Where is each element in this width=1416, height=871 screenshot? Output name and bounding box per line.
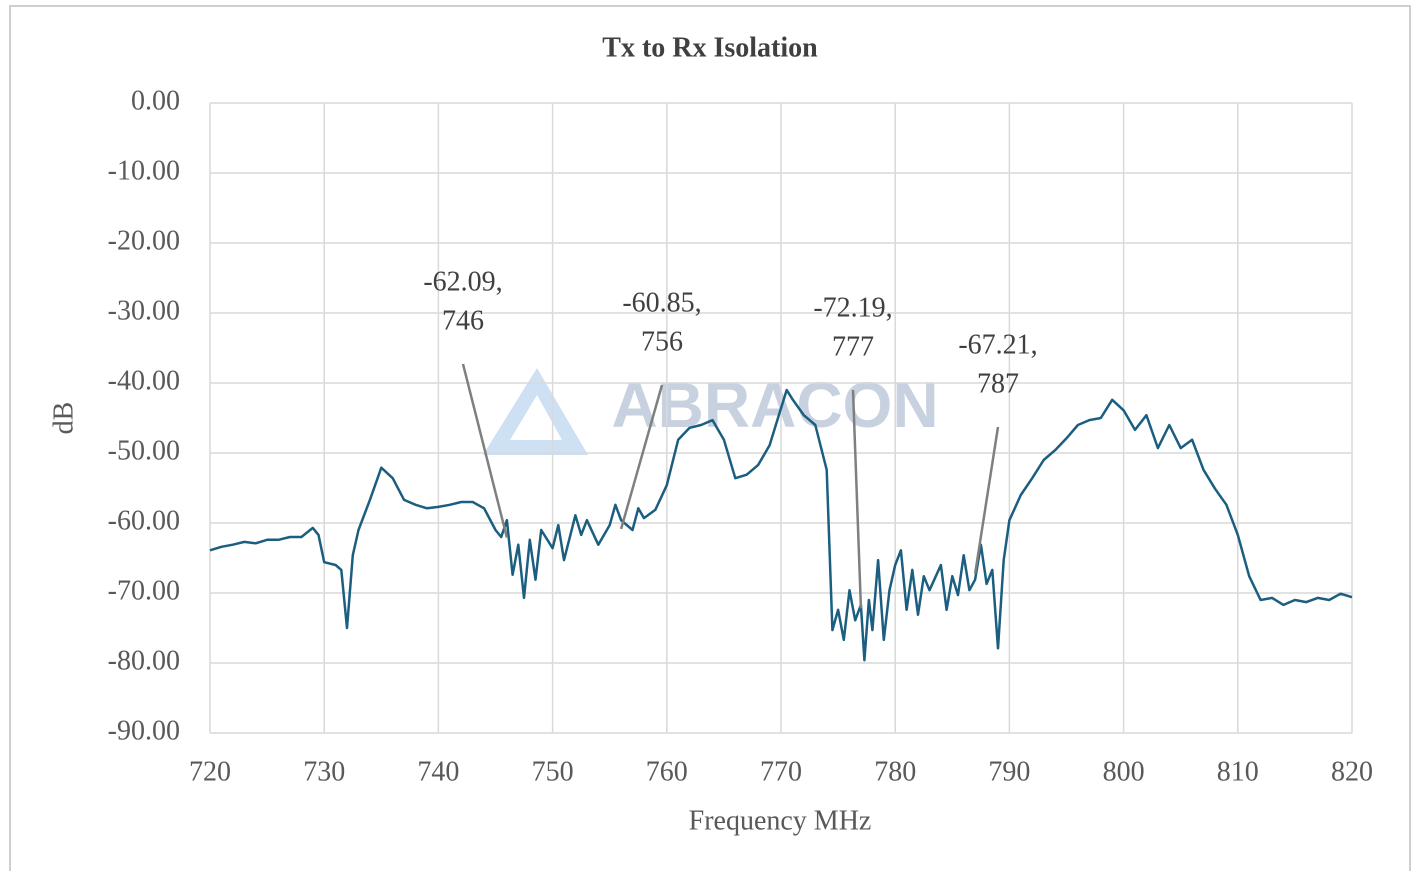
x-tick-label: 750 xyxy=(532,756,574,787)
annotation-leader xyxy=(851,389,863,609)
x-tick-label: 790 xyxy=(988,756,1030,787)
y-tick-label: -90.00 xyxy=(108,715,180,746)
annotation-label: -62.09, xyxy=(423,266,502,297)
x-tick-label: 740 xyxy=(417,756,459,787)
x-axis-label: Frequency MHz xyxy=(689,805,872,836)
x-tick-label: 730 xyxy=(303,756,345,787)
x-tick-label: 760 xyxy=(646,756,688,787)
y-tick-label: 0.00 xyxy=(131,85,180,116)
chart-title: Tx to Rx Isolation xyxy=(602,32,818,63)
annotation-label: -60.85, xyxy=(622,287,701,318)
annotation-label: 777 xyxy=(832,331,874,362)
x-tick-label: 770 xyxy=(760,756,802,787)
annotation-label: 787 xyxy=(977,368,1019,399)
annotation-leader xyxy=(461,363,509,538)
y-tick-label: -50.00 xyxy=(108,435,180,466)
x-tick-label: 720 xyxy=(189,756,231,787)
data-line xyxy=(209,388,1353,662)
x-tick-label: 780 xyxy=(874,756,916,787)
y-tick-label: -60.00 xyxy=(108,505,180,536)
y-tick-label: -10.00 xyxy=(108,155,180,186)
annotation-leader xyxy=(973,426,1000,574)
annotation-label: -72.19, xyxy=(813,292,892,323)
annotation-leader xyxy=(619,384,664,530)
annotation-label: 746 xyxy=(442,305,484,336)
x-tick-label: 820 xyxy=(1331,756,1373,787)
annotation-label: -67.21, xyxy=(958,329,1037,360)
y-tick-label: -20.00 xyxy=(108,225,180,256)
y-axis-label: dB xyxy=(48,402,79,435)
y-tick-label: -30.00 xyxy=(108,295,180,326)
x-tick-label: 810 xyxy=(1217,756,1259,787)
y-tick-label: -70.00 xyxy=(108,575,180,606)
watermark-logo xyxy=(483,368,588,455)
annotation-label: 756 xyxy=(641,326,683,357)
y-tick-label: -40.00 xyxy=(108,365,180,396)
x-tick-label: 800 xyxy=(1103,756,1145,787)
y-tick-label: -80.00 xyxy=(108,645,180,676)
